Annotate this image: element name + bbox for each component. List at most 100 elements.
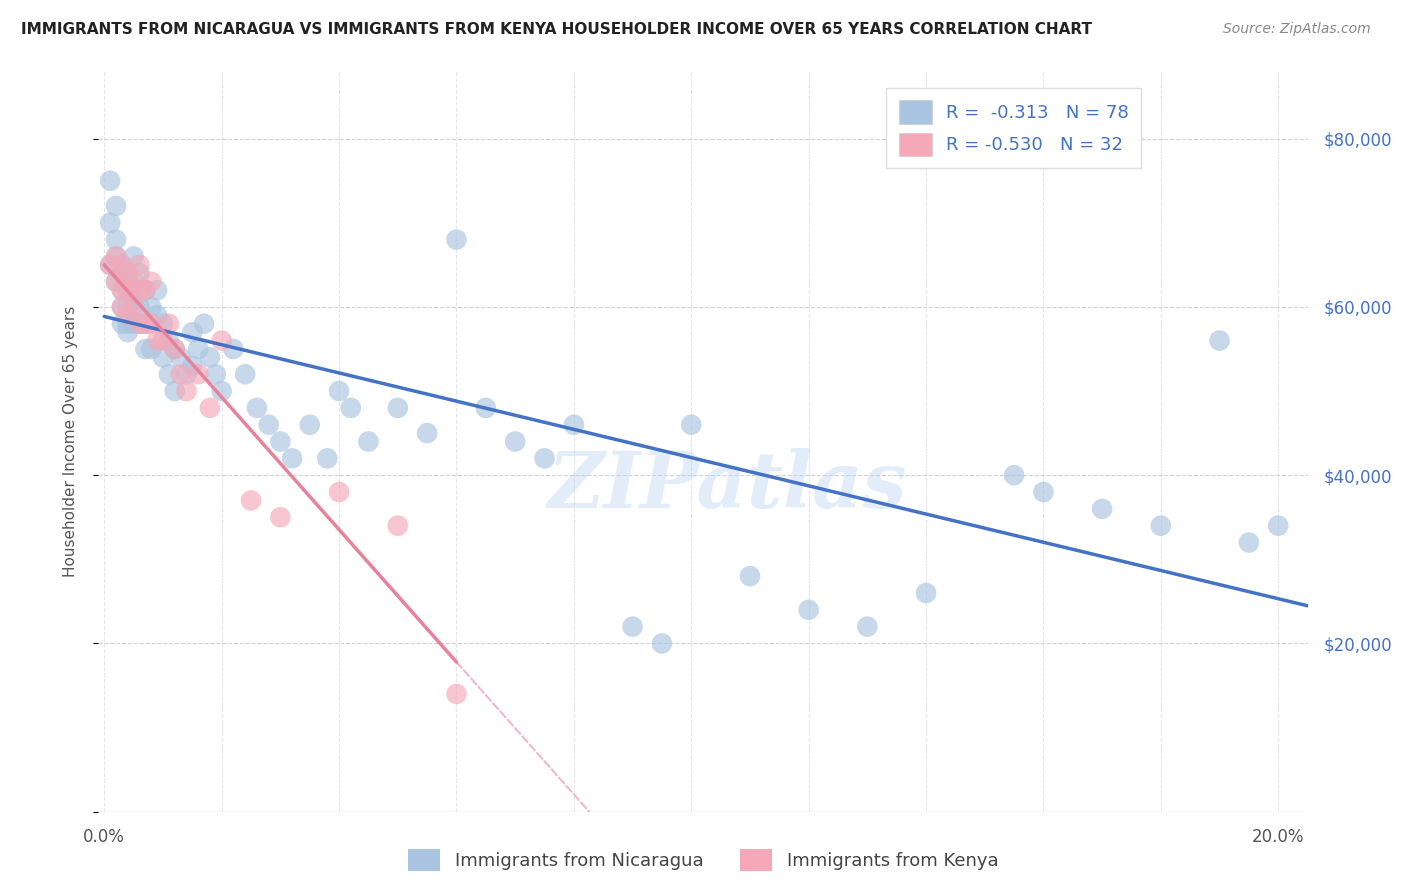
Point [316, 451, 339, 466]
Point [621, 619, 644, 633]
Point [98, 258, 121, 272]
Point [128, 283, 150, 297]
Point [222, 342, 245, 356]
Point [128, 317, 150, 331]
Point [105, 275, 128, 289]
Point [193, 317, 215, 331]
Point [117, 300, 139, 314]
Point [246, 401, 269, 415]
Point [211, 334, 233, 348]
Point [211, 384, 233, 398]
Text: ZIPatlas: ZIPatlas [547, 448, 907, 524]
Point [111, 317, 134, 331]
Point [328, 485, 350, 500]
Point [1091, 501, 1114, 516]
Point [233, 368, 256, 382]
Point [128, 258, 150, 272]
Point [122, 283, 145, 297]
Point [152, 334, 174, 348]
Point [387, 401, 409, 415]
Text: IMMIGRANTS FROM NICARAGUA VS IMMIGRANTS FROM KENYA HOUSEHOLDER INCOME OVER 65 YE: IMMIGRANTS FROM NICARAGUA VS IMMIGRANTS … [21, 22, 1092, 37]
Point [163, 342, 186, 356]
Point [141, 342, 163, 356]
Point [141, 317, 163, 331]
Point [198, 351, 221, 365]
Point [1237, 535, 1260, 549]
Point [446, 233, 468, 247]
Point [797, 603, 820, 617]
Point [1208, 334, 1230, 348]
Point [152, 351, 174, 365]
Point [117, 283, 139, 297]
Point [738, 569, 761, 583]
Point [257, 417, 280, 432]
Point [146, 309, 169, 323]
Point [533, 451, 555, 466]
Point [134, 283, 156, 297]
Point [176, 384, 198, 398]
Point [1267, 518, 1289, 533]
Point [198, 401, 221, 415]
Point [681, 417, 703, 432]
Point [146, 283, 169, 297]
Point [163, 384, 186, 398]
Point [128, 266, 150, 280]
Point [562, 417, 585, 432]
Point [446, 687, 468, 701]
Point [117, 309, 139, 323]
Point [111, 283, 134, 297]
Point [134, 317, 156, 331]
Point [157, 317, 180, 331]
Point [169, 351, 191, 365]
Point [416, 426, 439, 441]
Point [1150, 518, 1173, 533]
Point [915, 586, 938, 600]
Point [98, 174, 121, 188]
Point [122, 300, 145, 314]
Point [117, 283, 139, 297]
Point [240, 493, 263, 508]
Point [1032, 485, 1054, 500]
Legend: R =  -0.313   N = 78, R = -0.530   N = 32: R = -0.313 N = 78, R = -0.530 N = 32 [886, 87, 1142, 169]
Point [134, 283, 156, 297]
Point [651, 636, 673, 650]
Point [187, 368, 209, 382]
Point [204, 368, 226, 382]
Point [157, 334, 180, 348]
Point [146, 334, 169, 348]
Point [134, 342, 156, 356]
Point [503, 434, 526, 449]
Point [281, 451, 304, 466]
Text: Source: ZipAtlas.com: Source: ZipAtlas.com [1223, 22, 1371, 37]
Point [1002, 468, 1025, 483]
Point [98, 216, 121, 230]
Point [111, 258, 134, 272]
Point [298, 417, 321, 432]
Point [111, 300, 134, 314]
Point [856, 619, 879, 633]
Point [269, 510, 291, 524]
Point [105, 250, 128, 264]
Point [128, 317, 150, 331]
Point [181, 325, 204, 339]
Point [105, 250, 128, 264]
Point [340, 401, 363, 415]
Point [122, 317, 145, 331]
Point [111, 258, 134, 272]
Point [187, 342, 209, 356]
Legend: Immigrants from Nicaragua, Immigrants from Kenya: Immigrants from Nicaragua, Immigrants fr… [401, 842, 1005, 879]
Point [111, 283, 134, 297]
Point [157, 368, 180, 382]
Point [141, 300, 163, 314]
Point [105, 275, 128, 289]
Point [105, 233, 128, 247]
Point [328, 384, 350, 398]
Point [387, 518, 409, 533]
Point [117, 325, 139, 339]
Point [181, 359, 204, 373]
Point [122, 292, 145, 306]
Point [357, 434, 380, 449]
Point [98, 258, 121, 272]
Y-axis label: Householder Income Over 65 years: Householder Income Over 65 years [63, 306, 77, 577]
Point [134, 317, 156, 331]
